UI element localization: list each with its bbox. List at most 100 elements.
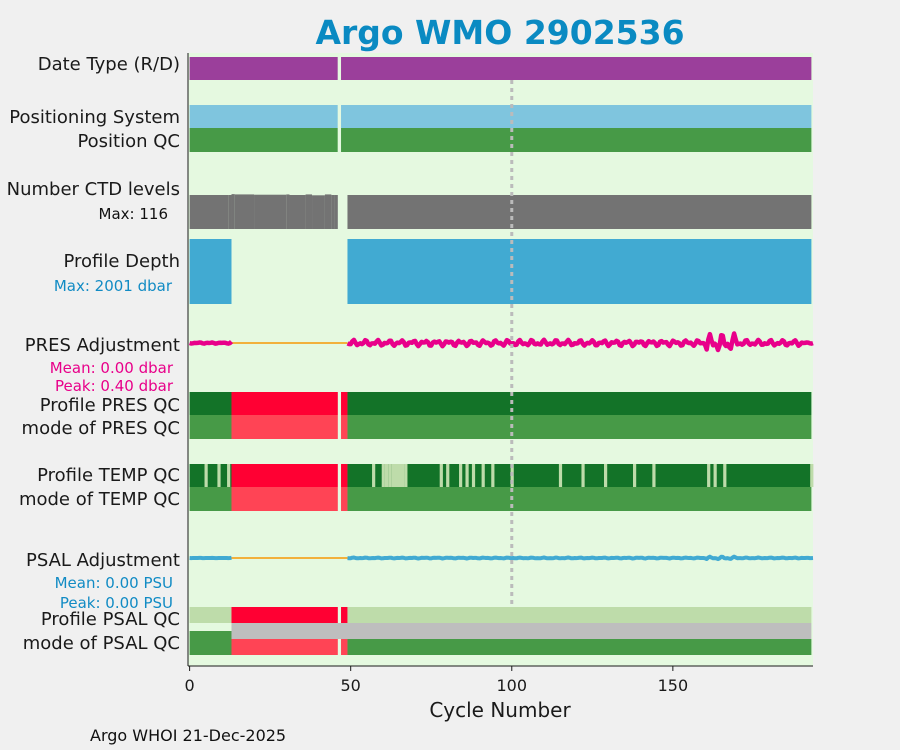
- date-type-segment-0: [189, 57, 338, 80]
- label-position-qc: Position QC: [77, 131, 180, 152]
- temp-qc-light-26: [810, 464, 814, 487]
- profile-pres-qc-segment-3: [347, 392, 812, 415]
- pres-mean-text: Mean: 0.00 dbar: [50, 359, 174, 377]
- positioning-system-segment-1: [341, 105, 812, 128]
- date-type-segment-1: [341, 57, 812, 80]
- label-profile-depth: Profile Depth: [63, 251, 180, 272]
- profile-temp-qc-segment-2: [341, 464, 348, 487]
- ctd-bar-0: [189, 195, 229, 229]
- x-tick-label-50: 50: [341, 676, 361, 695]
- label-mode-pres-qc: mode of PRES QC: [22, 418, 180, 439]
- label-profile-pres-qc: Profile PRES QC: [40, 395, 180, 416]
- plot-background: [188, 53, 813, 666]
- label-positioning-system: Positioning System: [9, 107, 180, 128]
- mode-temp-qc-segment-2: [341, 487, 348, 511]
- label-pres-adjustment: PRES Adjustment: [25, 335, 180, 356]
- ctd-bar-2: [231, 194, 235, 229]
- ctd-bar-9: [324, 194, 332, 229]
- temp-qc-light-23: [707, 464, 711, 487]
- footer-text: Argo WHOI 21-Dec-2025: [90, 726, 286, 745]
- temp-qc-light-20: [604, 464, 608, 487]
- profile-pres-qc-segment-2: [341, 392, 348, 415]
- ctd-max-text: Max: 116: [99, 205, 168, 223]
- mode-psal-qc-segment-1: [231, 639, 338, 655]
- depth-bar-0: [189, 239, 232, 304]
- depth-bar-1: [347, 239, 812, 304]
- profile-temp-qc-segment-3: [347, 464, 812, 487]
- cycle-gap-line: [337, 57, 341, 152]
- temp-qc-light-18: [558, 464, 563, 487]
- label-psal-adjustment: PSAL Adjustment: [26, 550, 180, 571]
- ctd-bar-8: [312, 195, 325, 229]
- mode-pres-qc-segment-3: [347, 415, 812, 439]
- temp-qc-light-5: [384, 464, 389, 487]
- temp-qc-light-6: [388, 464, 392, 487]
- mode-temp-qc-segment-1: [231, 487, 338, 511]
- mode-pres-qc-segment-2: [341, 415, 348, 439]
- chart-title: Argo WMO 2902536: [315, 13, 684, 52]
- ctd-bar-1: [228, 195, 232, 229]
- mode-pres-qc-segment-1: [231, 415, 338, 439]
- profile-pres-qc-segment-1: [231, 392, 338, 415]
- temp-qc-light-11: [446, 464, 450, 487]
- temp-qc-light-3: [372, 464, 376, 487]
- profile-psal-qc-segment-1: [231, 607, 338, 623]
- temp-qc-light-4: [381, 464, 385, 487]
- rows-layer: [188, 57, 814, 655]
- temp-qc-light-13: [465, 464, 469, 487]
- ctd-bar-4: [254, 194, 287, 229]
- mode-psal-qc-segment-0: [189, 631, 232, 655]
- psal-qc-gray-band: [231, 623, 812, 639]
- profile-psal-qc-segment-2: [341, 607, 348, 623]
- psal-peak-text: Peak: 0.00 PSU: [60, 594, 173, 612]
- temp-qc-light-9: [404, 464, 408, 487]
- mode-temp-qc-segment-3: [347, 487, 812, 511]
- mode-psal-qc-segment-3: [347, 639, 812, 655]
- temp-qc-light-7: [391, 464, 405, 487]
- x-tick-label-0: 0: [185, 676, 195, 695]
- temp-qc-light-1: [217, 464, 221, 487]
- ctd-bar-7: [305, 194, 313, 229]
- temp-qc-light-2: [227, 464, 231, 487]
- x-axis-label: Cycle Number: [429, 698, 571, 722]
- ctd-bar-5: [286, 194, 290, 229]
- label-profile-psal-qc: Profile PSAL QC: [41, 609, 180, 630]
- label-profile-temp-qc: Profile TEMP QC: [37, 465, 180, 486]
- mode-temp-qc-segment-0: [189, 487, 232, 511]
- profile-temp-qc-segment-1: [231, 464, 338, 487]
- mode-pres-qc-segment-0: [189, 415, 232, 439]
- x-tick-label-100: 100: [497, 676, 528, 695]
- temp-qc-light-15: [481, 464, 485, 487]
- position-qc-segment-0: [189, 128, 338, 152]
- depth-max-text: Max: 2001 dbar: [54, 277, 173, 295]
- label-mode-psal-qc: mode of PSAL QC: [23, 633, 180, 654]
- pres-adjustment-series-1: [346, 331, 814, 353]
- profile-pres-qc-segment-0: [189, 392, 232, 415]
- psal-mean-text: Mean: 0.00 PSU: [55, 574, 173, 592]
- temp-qc-light-21: [632, 464, 637, 487]
- pres-peak-text: Peak: 0.40 dbar: [55, 377, 174, 395]
- temp-qc-light-14: [471, 464, 476, 487]
- mode-psal-qc-segment-2: [341, 639, 348, 655]
- temp-qc-light-12: [459, 464, 463, 487]
- profile-temp-qc-segment-0: [189, 464, 232, 487]
- temp-qc-light-10: [439, 464, 443, 487]
- temp-qc-light-22: [652, 464, 656, 487]
- temp-qc-light-0: [204, 464, 208, 487]
- x-ticks: 0 50 100 150: [185, 666, 689, 695]
- position-qc-segment-1: [341, 128, 812, 152]
- positioning-system-segment-0: [189, 105, 338, 128]
- profile-psal-qc-segment-0: [189, 607, 232, 623]
- x-tick-label-150: 150: [658, 676, 689, 695]
- temp-qc-light-16: [491, 464, 495, 487]
- profile-psal-qc-segment-3: [347, 607, 812, 623]
- ctd-bar-10: [331, 195, 335, 229]
- ctd-bar-3: [234, 194, 255, 229]
- y-labels: Date Type (R/D) Positioning System Posit…: [7, 54, 180, 654]
- label-mode-temp-qc: mode of TEMP QC: [19, 489, 180, 510]
- ctd-bar-11: [334, 195, 338, 229]
- label-date-type: Date Type (R/D): [38, 54, 180, 75]
- temp-qc-light-25: [723, 464, 727, 487]
- temp-qc-light-19: [581, 464, 585, 487]
